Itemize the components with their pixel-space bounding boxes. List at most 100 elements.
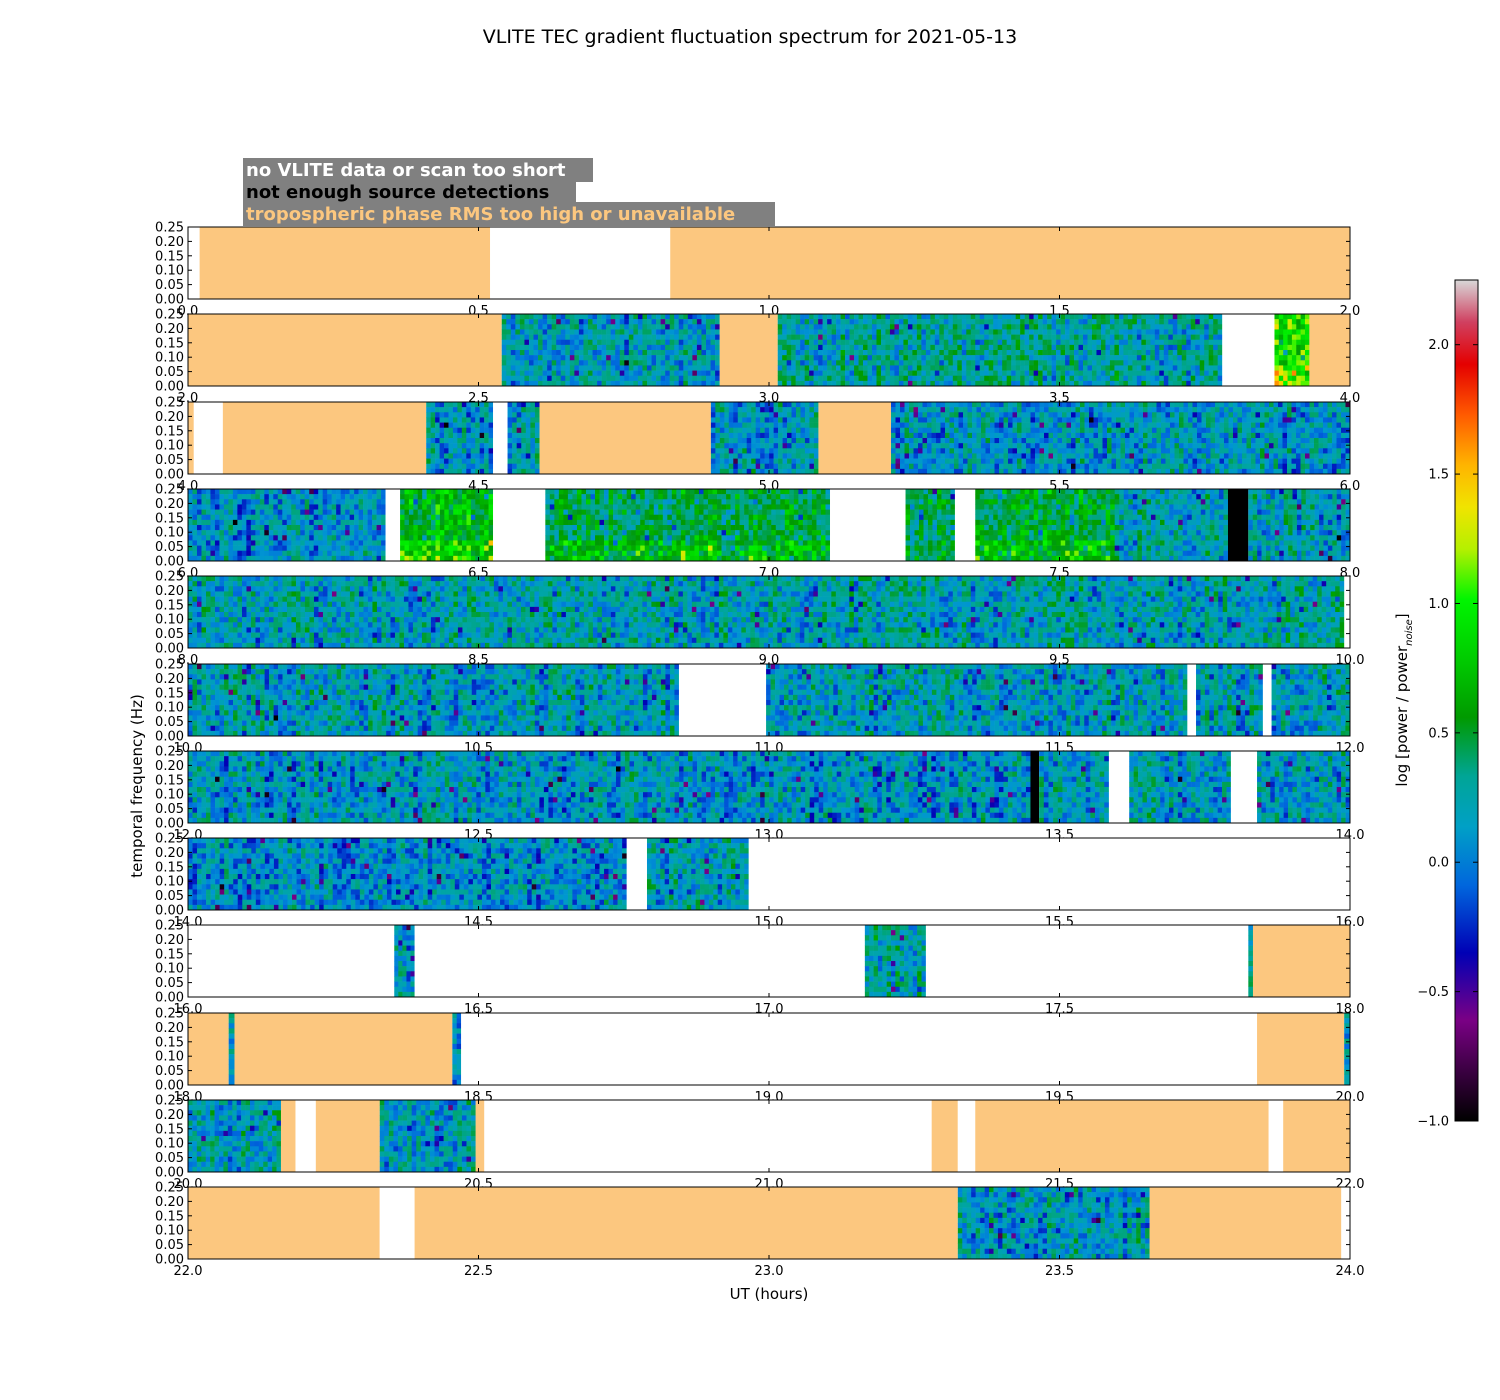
spectrum-cell (1195, 375, 1201, 382)
spectrum-cell (1296, 463, 1301, 470)
spectrum-cell (1074, 370, 1079, 377)
spectrum-cell (1047, 355, 1052, 361)
spectrum-cell (1213, 339, 1218, 346)
spectrum-cell (967, 407, 973, 413)
spectrum-cell (710, 407, 716, 413)
spectrum-cell (1017, 458, 1022, 465)
spectrum-cell (1156, 417, 1162, 423)
spectrum-cell (349, 535, 355, 541)
spectrum-cell (1163, 370, 1169, 377)
spectrum-cell (1213, 314, 1218, 320)
spectrum-cell (1047, 380, 1052, 387)
spectrum-cell (426, 443, 431, 449)
spectrum-cell (533, 360, 539, 366)
spectrum-cell (551, 350, 557, 356)
spectrum-cell (448, 427, 454, 434)
spectrum-cell (876, 360, 882, 366)
spectrum-cell (1327, 432, 1333, 439)
spectrum-cell (813, 463, 819, 470)
spectrum-cell (628, 324, 634, 330)
spectrum-cell (854, 365, 859, 371)
spectrum-cell (954, 438, 959, 444)
spectrum-cell (1017, 453, 1022, 459)
spectrum-cell (1062, 468, 1067, 475)
spectrum-cell (1048, 468, 1054, 475)
spectrum-cell (533, 375, 539, 382)
spectrum-cell (979, 360, 985, 366)
spectrum-cell (1116, 432, 1121, 439)
spectrum-cell (665, 319, 670, 325)
spectrum-cell (701, 339, 707, 346)
spectrum-cell (1291, 350, 1297, 356)
spectrum-cell (1278, 438, 1283, 444)
spectrum-cell (367, 489, 373, 495)
spectrum-cell (1159, 319, 1165, 325)
spectrum-cell (327, 545, 332, 552)
spectrum-cell (1006, 380, 1012, 387)
spectrum-cell (1062, 458, 1067, 465)
spectrum-cell (624, 339, 630, 346)
spectrum-cell (836, 344, 841, 351)
spectrum-cell (1047, 370, 1052, 377)
spectrum-cell (628, 370, 634, 377)
spectrum-cell (237, 530, 243, 536)
spectrum-cell (349, 519, 355, 526)
spectrum-cell (1172, 324, 1178, 330)
spectrum-cell (1060, 350, 1066, 356)
spectrum-cell (1332, 432, 1337, 439)
spectrum-cell (1056, 344, 1061, 351)
spectrum-cell (488, 468, 494, 475)
spectrum-cell (936, 468, 941, 475)
spectrum-cell (975, 370, 981, 377)
spectrum-cell (1145, 370, 1151, 377)
spectrum-cell (250, 535, 256, 541)
spectrum-cell (1120, 427, 1126, 434)
spectrum-cell (1260, 468, 1265, 475)
spectrum-cell (1161, 458, 1166, 465)
spectrum-cell (800, 412, 806, 418)
spectrum-cell (578, 380, 584, 387)
spectrum-cell (363, 525, 368, 531)
spectrum-cell (967, 422, 973, 429)
spectrum-cell (782, 375, 787, 382)
spectrum-cell (1161, 453, 1166, 459)
spectrum-cell (506, 365, 512, 371)
spectrum-cell (894, 339, 900, 346)
spectrum-cell (1057, 458, 1063, 465)
spectrum-cell (273, 514, 279, 521)
spectrum-cell (1118, 380, 1124, 387)
spectrum-cell (367, 540, 373, 546)
spectrum-cell (1118, 344, 1124, 351)
chart-title: VLITE TEC gradient fluctuation spectrum … (483, 26, 1017, 48)
spectrum-cell (715, 334, 720, 341)
spectrum-cell (913, 448, 919, 454)
spectrum-cell (651, 370, 657, 377)
spectrum-cell (1165, 417, 1171, 423)
spectrum-cell (880, 355, 886, 361)
spectrum-cell (475, 448, 480, 454)
spectrum-cell (268, 509, 274, 516)
spectrum-cell (1273, 463, 1279, 470)
spectrum-cell (1042, 344, 1048, 351)
spectrum-cell (1336, 407, 1342, 413)
spectrum-cell (381, 550, 386, 557)
spectrum-cell (889, 339, 895, 346)
spectrum-cell (1327, 402, 1333, 408)
spectrum-cell (452, 427, 458, 434)
spectrum-cell (831, 360, 837, 366)
spectrum-cell (1138, 422, 1144, 429)
spectrum-cell (778, 417, 783, 423)
spectrum-cell (1210, 453, 1216, 459)
spectrum-cell (547, 344, 552, 351)
spectrum-cell (1179, 453, 1184, 459)
spectrum-cell (340, 540, 346, 546)
spectrum-cell (345, 519, 350, 526)
spectrum-cell (1026, 422, 1031, 429)
spectrum-cell (1051, 319, 1057, 325)
spectrum-cell (791, 407, 797, 413)
spectrum-cell (777, 319, 783, 325)
spectrum-cell (1047, 350, 1052, 356)
spectrum-cell (999, 417, 1004, 423)
spectrum-cell (1219, 412, 1225, 418)
spectrum-cell (894, 334, 900, 341)
